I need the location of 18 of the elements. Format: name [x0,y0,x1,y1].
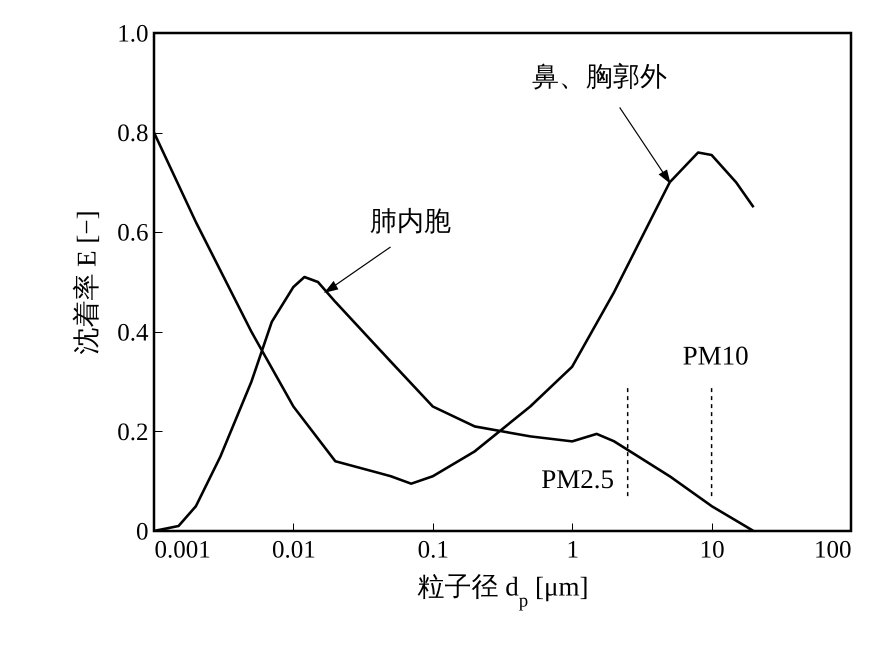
annotation: 肺内胞 [370,206,452,236]
y-tick-label: 0.2 [117,418,148,446]
x-tick-label: 0.1 [418,536,449,564]
x-tick-label: 10 [700,536,725,564]
x-axis-title: 粒子径 d$_{p}$ [μm] [418,572,588,611]
annotation: PM2.5 [541,464,614,494]
y-axis-title: 沈着率 E [−] [71,210,102,355]
x-tick-label: 1 [566,536,579,564]
annotation: 鼻、胸郭外 [532,61,668,92]
x-tick-label: 0.001 [154,536,211,564]
annotation: PM10 [682,340,749,371]
x-tick-label: 0.01 [272,536,316,564]
x-tick-label: 100 [814,536,852,564]
y-tick-label: 0 [136,518,148,546]
y-tick-label: 0.8 [117,120,148,148]
y-tick-label: 1.0 [117,20,148,48]
y-tick-label: 0.4 [117,319,149,346]
y-tick-label: 0.6 [117,220,148,247]
